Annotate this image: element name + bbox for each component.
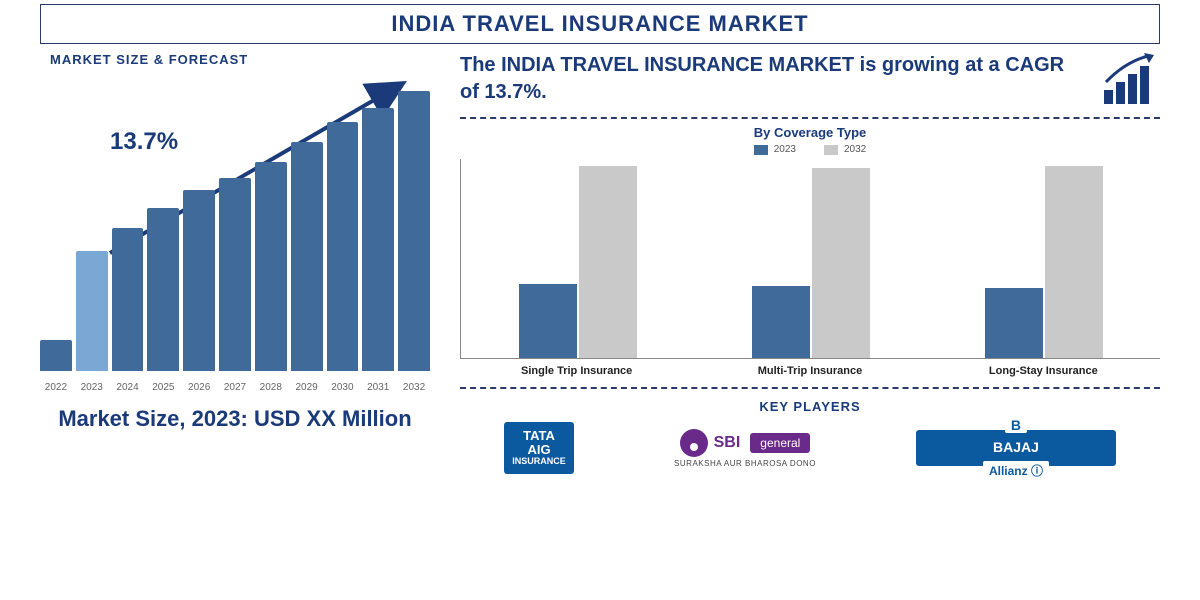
legend-label: 2032 (844, 144, 866, 155)
logo-text: TATA (523, 429, 555, 443)
year-label: 2029 (291, 382, 323, 393)
year-label: 2027 (219, 382, 251, 393)
divider (460, 387, 1160, 389)
key-players-title: KEY PLAYERS (460, 399, 1160, 414)
logo-sbi-general: SBI general SURAKSHA AUR BHAROSA DONO (674, 429, 816, 468)
infographic-root: INDIA TRAVEL INSURANCE MARKET MARKET SIZ… (0, 0, 1200, 600)
bar-growth-icon (1100, 52, 1160, 107)
coverage-title: By Coverage Type (460, 125, 1160, 140)
legend-item: 2032 (824, 144, 866, 155)
coverage-bar-2023 (985, 288, 1043, 358)
year-label: 2023 (76, 382, 108, 393)
forecast-bar (76, 251, 108, 371)
logo-bajaj-allianz: B BAJAJ Allianz ⓘ (916, 430, 1116, 466)
forecast-bar (398, 91, 430, 371)
key-players-row: TATA AIG INSURANCE SBI general SURAKSHA … (460, 422, 1160, 474)
coverage-group (694, 159, 927, 358)
coverage-category-label: Multi-Trip Insurance (693, 365, 926, 377)
logo-tata-aig: TATA AIG INSURANCE (504, 422, 574, 474)
forecast-bar (183, 190, 215, 371)
forecast-chart: 13.7% 2022202320242025202620272028202920… (40, 73, 430, 393)
title-bar: INDIA TRAVEL INSURANCE MARKET (40, 4, 1160, 44)
coverage-bar-2032 (1045, 166, 1103, 358)
logo-text: INSURANCE (512, 457, 566, 467)
year-label: 2032 (398, 382, 430, 393)
forecast-bar (112, 228, 144, 371)
forecast-bar (255, 162, 287, 371)
forecast-label: MARKET SIZE & FORECAST (50, 52, 430, 67)
logo-sbi-row: SBI general (680, 429, 811, 457)
year-label: 2022 (40, 382, 72, 393)
forecast-bar (327, 122, 359, 371)
forecast-bar (362, 108, 394, 371)
logo-text: Allianz ⓘ (983, 461, 1049, 480)
logo-b-icon: B (1005, 417, 1027, 433)
sbi-circle-icon (680, 429, 708, 457)
legend-swatch (754, 145, 768, 155)
headline-text: The INDIA TRAVEL INSURANCE MARKET is gro… (460, 52, 1088, 106)
right-column: The INDIA TRAVEL INSURANCE MARKET is gro… (460, 52, 1160, 600)
year-label: 2026 (183, 382, 215, 393)
legend-swatch (824, 145, 838, 155)
coverage-group (927, 159, 1160, 358)
page-title: INDIA TRAVEL INSURANCE MARKET (41, 11, 1159, 37)
forecast-bars (40, 91, 430, 371)
forecast-bar (291, 142, 323, 371)
coverage-group (461, 159, 694, 358)
year-label: 2024 (112, 382, 144, 393)
logo-text: BAJAJ (993, 439, 1039, 455)
headline-row: The INDIA TRAVEL INSURANCE MARKET is gro… (460, 52, 1160, 107)
left-column: MARKET SIZE & FORECAST 13.7% 20222023202… (40, 52, 430, 600)
forecast-bar (219, 178, 251, 371)
coverage-bar-2032 (579, 166, 637, 358)
coverage-chart (460, 159, 1160, 359)
legend-label: 2023 (774, 144, 796, 155)
year-label: 2030 (327, 382, 359, 393)
coverage-legend: 2023 2032 (460, 144, 1160, 155)
logo-tagline: SURAKSHA AUR BHAROSA DONO (674, 459, 816, 468)
legend-item: 2023 (754, 144, 796, 155)
coverage-category-label: Long-Stay Insurance (927, 365, 1160, 377)
coverage-bar-2023 (752, 286, 810, 358)
main-area: MARKET SIZE & FORECAST 13.7% 20222023202… (0, 44, 1200, 600)
forecast-bar (147, 208, 179, 371)
logo-text: general (750, 433, 810, 453)
market-size-text: Market Size, 2023: USD XX Million (40, 405, 430, 434)
divider (460, 117, 1160, 119)
coverage-bar-2032 (812, 168, 870, 358)
coverage-bar-2023 (519, 284, 577, 358)
year-label: 2031 (362, 382, 394, 393)
coverage-category-labels: Single Trip InsuranceMulti-Trip Insuranc… (460, 365, 1160, 377)
logo-text: SBI (714, 434, 741, 452)
year-label: 2025 (147, 382, 179, 393)
forecast-year-axis: 2022 2023 20242025 2026 2027 2028 2029 20302031… (40, 382, 430, 393)
logo-text: AIG (527, 443, 550, 457)
coverage-category-label: Single Trip Insurance (460, 365, 693, 377)
year-label: 2028 (255, 382, 287, 393)
forecast-bar (40, 340, 72, 371)
